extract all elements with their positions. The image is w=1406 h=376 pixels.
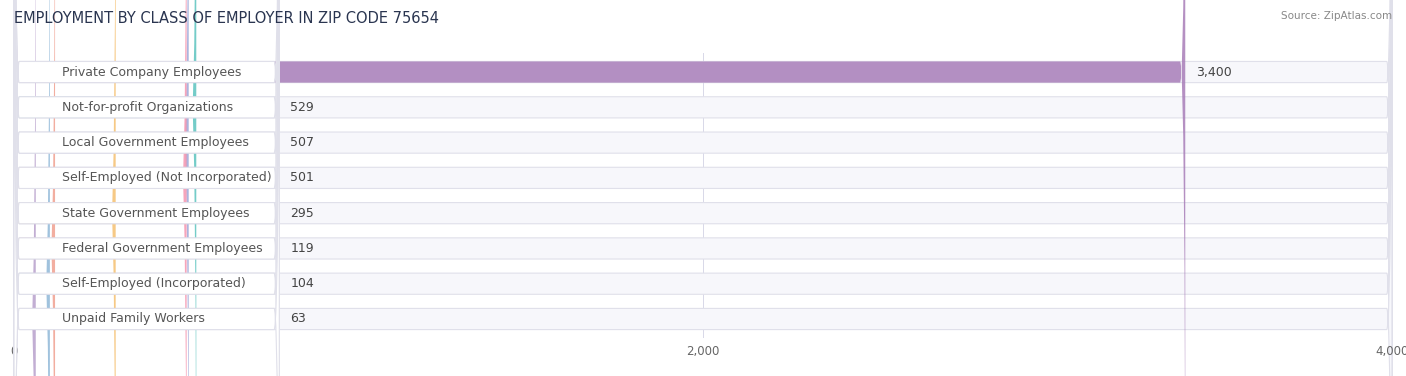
FancyBboxPatch shape [14, 0, 1392, 376]
Text: Self-Employed (Not Incorporated): Self-Employed (Not Incorporated) [62, 171, 271, 184]
FancyBboxPatch shape [14, 0, 188, 376]
FancyBboxPatch shape [14, 0, 280, 376]
Text: 119: 119 [290, 242, 314, 255]
Text: Unpaid Family Workers: Unpaid Family Workers [62, 312, 205, 326]
Text: Private Company Employees: Private Company Employees [62, 65, 242, 79]
FancyBboxPatch shape [14, 0, 280, 376]
Text: 104: 104 [290, 277, 314, 290]
FancyBboxPatch shape [14, 0, 187, 376]
FancyBboxPatch shape [14, 0, 1392, 376]
Text: Source: ZipAtlas.com: Source: ZipAtlas.com [1281, 11, 1392, 21]
Text: Local Government Employees: Local Government Employees [62, 136, 249, 149]
FancyBboxPatch shape [14, 0, 1392, 376]
FancyBboxPatch shape [14, 0, 280, 376]
FancyBboxPatch shape [14, 0, 1392, 376]
Text: Self-Employed (Incorporated): Self-Employed (Incorporated) [62, 277, 246, 290]
FancyBboxPatch shape [14, 0, 1392, 376]
Text: 529: 529 [290, 101, 314, 114]
Text: 3,400: 3,400 [1197, 65, 1232, 79]
Text: 501: 501 [290, 171, 314, 184]
Text: 63: 63 [290, 312, 307, 326]
FancyBboxPatch shape [14, 0, 280, 376]
FancyBboxPatch shape [14, 0, 197, 376]
Text: 295: 295 [290, 207, 314, 220]
FancyBboxPatch shape [14, 0, 1392, 376]
FancyBboxPatch shape [14, 0, 1185, 376]
FancyBboxPatch shape [14, 0, 49, 376]
Text: State Government Employees: State Government Employees [62, 207, 249, 220]
Text: Federal Government Employees: Federal Government Employees [62, 242, 263, 255]
FancyBboxPatch shape [14, 0, 55, 376]
FancyBboxPatch shape [14, 0, 35, 376]
Text: 507: 507 [290, 136, 315, 149]
FancyBboxPatch shape [14, 0, 280, 376]
FancyBboxPatch shape [14, 0, 280, 376]
Text: EMPLOYMENT BY CLASS OF EMPLOYER IN ZIP CODE 75654: EMPLOYMENT BY CLASS OF EMPLOYER IN ZIP C… [14, 11, 439, 26]
Text: Not-for-profit Organizations: Not-for-profit Organizations [62, 101, 233, 114]
FancyBboxPatch shape [14, 0, 115, 376]
FancyBboxPatch shape [14, 0, 280, 376]
FancyBboxPatch shape [14, 0, 1392, 376]
FancyBboxPatch shape [14, 0, 280, 376]
FancyBboxPatch shape [14, 0, 1392, 376]
